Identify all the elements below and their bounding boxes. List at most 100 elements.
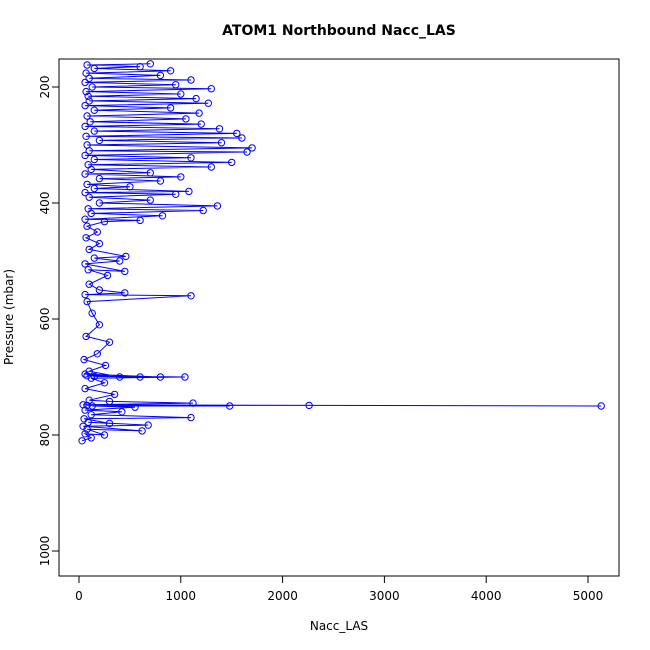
data-point — [100, 217, 109, 226]
data-point — [82, 132, 90, 141]
data-point — [93, 350, 102, 358]
data-point — [187, 413, 195, 422]
data-point — [81, 215, 89, 223]
data-point — [189, 399, 197, 407]
y-tick-label: 600 — [38, 308, 52, 331]
data-point — [85, 193, 93, 201]
data-point — [81, 101, 89, 110]
data-point — [84, 266, 92, 274]
data-point — [90, 127, 99, 135]
data-point — [84, 161, 92, 169]
data-point — [81, 384, 89, 393]
data-point — [156, 177, 165, 185]
data-point — [197, 120, 205, 128]
data-point — [83, 372, 91, 380]
y-tick-label: 400 — [38, 192, 52, 215]
data-point — [207, 85, 216, 93]
data-point — [82, 332, 90, 341]
data-point — [105, 419, 114, 428]
data-point — [131, 403, 139, 411]
data-point — [82, 69, 90, 77]
data-point — [118, 408, 126, 416]
data-point — [101, 361, 110, 370]
data-point — [248, 144, 256, 152]
data-point — [85, 396, 93, 404]
data-point — [95, 174, 104, 183]
x-tick-label: 4000 — [471, 589, 502, 603]
data-point — [87, 411, 95, 419]
data-point — [146, 196, 155, 204]
data-point — [90, 64, 99, 73]
data-point — [84, 205, 92, 213]
data-point — [95, 321, 104, 329]
data-point — [116, 373, 124, 381]
x-tick-label: 3000 — [369, 589, 400, 603]
data-point — [238, 134, 246, 142]
data-point — [226, 402, 234, 410]
y-axis-title: Pressure (mbar) — [2, 269, 16, 365]
data-point — [228, 158, 236, 167]
x-axis-title: Nacc_LAS — [310, 619, 368, 633]
data-point — [110, 390, 119, 399]
data-point — [146, 169, 155, 177]
y-tick-label: 200 — [38, 76, 52, 99]
data-point — [177, 173, 185, 181]
x-tick-label: 2000 — [267, 589, 298, 603]
plot-area — [78, 60, 605, 445]
data-point — [83, 180, 91, 189]
data-point — [93, 228, 102, 236]
data-point — [86, 118, 94, 126]
data-point — [156, 71, 165, 80]
data-point — [103, 271, 112, 280]
data-point — [305, 401, 313, 410]
data-point — [95, 136, 104, 145]
data-point — [136, 373, 144, 381]
data-point — [597, 402, 605, 410]
data-point — [78, 437, 86, 445]
data-point — [105, 397, 114, 406]
axes: 0 1000 2000 3000 4000 5000 200 400 600 800 1000 — [38, 76, 603, 603]
x-tick-label: 1000 — [166, 589, 197, 603]
data-point — [81, 260, 89, 268]
data-point — [84, 92, 92, 101]
data-point — [204, 99, 213, 107]
data-point — [172, 190, 180, 199]
data-point — [95, 199, 104, 207]
data-point — [187, 154, 195, 162]
data-point — [105, 338, 114, 346]
data-point — [121, 289, 129, 297]
y-tick-label: 800 — [38, 424, 52, 447]
data-point — [85, 280, 93, 288]
data-point — [192, 94, 200, 103]
data-point — [95, 239, 104, 248]
data-point — [85, 367, 93, 375]
data-point — [80, 415, 88, 423]
data-point — [158, 212, 167, 220]
data-point — [187, 76, 195, 84]
data-point — [90, 372, 99, 381]
data-point — [156, 373, 165, 381]
data-point — [138, 427, 146, 435]
data-point — [81, 122, 89, 131]
data-point — [187, 292, 195, 300]
data-point — [81, 78, 89, 87]
data-point — [83, 112, 91, 120]
data-point — [217, 139, 226, 147]
data-point — [207, 163, 216, 171]
data-point — [88, 402, 96, 410]
data-point — [83, 222, 91, 230]
data-point — [215, 125, 224, 133]
data-point — [90, 254, 99, 262]
data-point — [195, 109, 203, 117]
data-point — [199, 206, 207, 215]
data-point — [122, 252, 130, 261]
chart-title: ATOM1 Northbound Nacc_LAS — [222, 23, 456, 39]
data-point — [181, 373, 189, 381]
data-point — [185, 187, 193, 196]
data-point — [85, 97, 93, 105]
data-point — [81, 188, 89, 197]
data-point — [144, 421, 152, 429]
data-point — [146, 60, 155, 68]
data-point — [100, 379, 109, 387]
series-line — [81, 63, 602, 442]
